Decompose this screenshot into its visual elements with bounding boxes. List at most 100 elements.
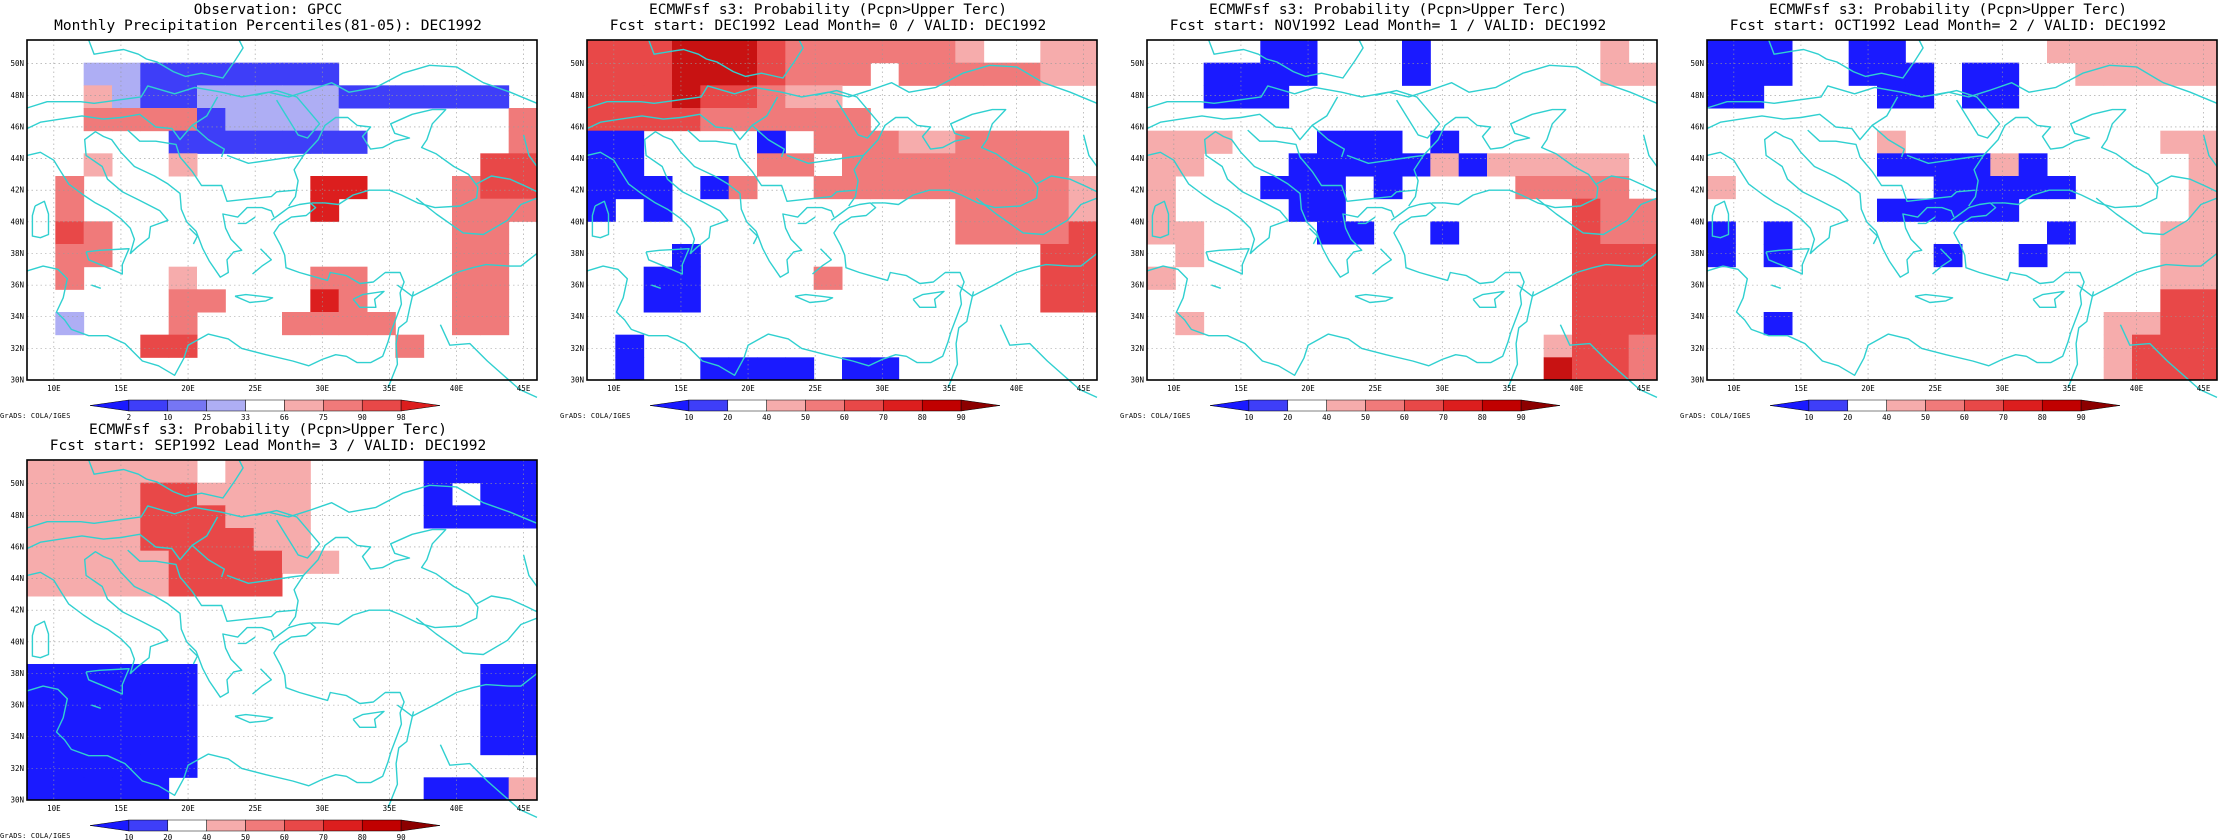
lat-tick-label: 42N — [10, 606, 24, 615]
grid-cell — [2103, 40, 2133, 64]
grid-cell — [168, 85, 198, 109]
grid-cell — [112, 550, 141, 574]
grid-cell — [842, 40, 871, 64]
grid-cell — [1068, 266, 1098, 290]
grid-cell — [2103, 62, 2133, 86]
grid-cell — [1260, 85, 1290, 109]
grid-cell — [1402, 40, 1431, 64]
grid-cell — [700, 62, 730, 86]
coastline — [586, 96, 779, 141]
grid-cell — [785, 40, 815, 64]
grid-cell — [1572, 357, 1601, 381]
panel-title: ECMWFsf s3: Probability (Pcpn>Upper Terc… — [649, 2, 1007, 18]
grid-cell — [2160, 130, 2190, 154]
colorbar-label: 75 — [319, 413, 328, 420]
coastline — [31, 200, 50, 239]
grid-cell — [112, 460, 141, 484]
coastline — [748, 227, 759, 245]
grid-cell — [587, 108, 616, 132]
coastline — [1706, 64, 2218, 109]
map-frame — [26, 39, 538, 381]
grid-cell — [1600, 176, 1630, 200]
colorbar-swatch — [167, 399, 207, 412]
coastline — [1914, 293, 1954, 304]
coastline — [1208, 39, 1364, 79]
grid-cell — [112, 482, 141, 506]
grid-cell — [2132, 312, 2161, 336]
lon-tick-label: 35E — [1503, 384, 1517, 393]
precip-grid — [587, 40, 1098, 381]
colorbar-label: 90 — [2077, 413, 2087, 420]
colorbar-swatch — [883, 399, 923, 412]
lat-tick-label: 42N — [10, 186, 24, 195]
coastline — [2067, 291, 2095, 389]
coastline — [1871, 124, 1906, 158]
grid-cell — [282, 460, 311, 484]
grid-cell — [83, 709, 113, 733]
map-frame — [26, 459, 538, 801]
grid-cell — [310, 289, 340, 313]
grid-cell — [728, 40, 758, 64]
lon-tick-label: 40E — [450, 804, 464, 813]
lat-tick-label: 34N — [570, 312, 584, 321]
coastline — [2095, 197, 2218, 236]
grid-cell — [1040, 198, 1070, 222]
lat-tick-label: 50N — [10, 59, 24, 68]
colorbar-label: 90 — [397, 833, 407, 840]
colorbar-label: 50 — [241, 833, 251, 840]
grid-cell — [112, 528, 141, 552]
grid-cell — [643, 289, 673, 313]
grid-cell — [83, 85, 113, 109]
lat-tick-label: 34N — [1130, 312, 1144, 321]
lat-tick-label: 42N — [1690, 186, 1704, 195]
lat-tick-label: 34N — [10, 732, 24, 741]
grid-cell — [1012, 130, 1041, 154]
grid-cell — [785, 62, 815, 86]
grid-cell — [253, 130, 283, 154]
lon-tick-label: 30E — [1995, 384, 2009, 393]
grid-cell — [1175, 244, 1205, 268]
grid-cell — [508, 108, 538, 132]
grid-cell — [2188, 198, 2218, 222]
grid-cell — [508, 732, 538, 756]
lon-tick-label: 35E — [943, 384, 957, 393]
grid-cell — [898, 40, 928, 64]
coastline — [651, 284, 662, 289]
grid-cell — [55, 528, 85, 552]
coastline — [127, 549, 296, 623]
grid-cell — [310, 176, 340, 200]
coastline — [234, 713, 274, 724]
colorbar-swatch — [1481, 399, 1522, 412]
colorbar-label: 20 — [1283, 413, 1293, 420]
grid-cell — [615, 40, 645, 64]
lat-tick-label: 30N — [10, 796, 24, 805]
lon-tick-label: 10E — [47, 384, 61, 393]
coastline — [1706, 96, 1899, 141]
coastline — [1642, 134, 1658, 167]
coastlines — [26, 459, 538, 819]
grid-cell — [452, 244, 481, 268]
coastline — [288, 528, 479, 629]
grid-cell — [1877, 198, 1906, 222]
grid-cell — [700, 85, 730, 109]
grid-cell — [1707, 40, 1736, 64]
grid-cell — [2018, 153, 2048, 177]
coastline — [1354, 293, 1394, 304]
lat-tick-label: 30N — [570, 376, 584, 385]
grid-cell — [1373, 130, 1403, 154]
colorbar-swatch — [1769, 399, 1810, 412]
lon-tick-label: 30E — [875, 384, 889, 393]
grid-cell — [1628, 244, 1658, 268]
map-frame — [1706, 39, 2218, 381]
colorbar-swatch — [2003, 399, 2043, 412]
lon-tick-label: 10E — [607, 384, 621, 393]
coastline — [586, 64, 1098, 109]
panel-subtitle: Fcst start: SEP1992 Lead Month= 3 / VALI… — [49, 438, 487, 454]
grid-cell — [1628, 289, 1658, 313]
grid-cell — [83, 505, 113, 529]
grid-cell — [1848, 40, 1878, 64]
grid-cell — [168, 686, 198, 710]
coastline — [645, 247, 690, 275]
grid-cell — [55, 460, 85, 484]
lon-tick-label: 20E — [1301, 384, 1315, 393]
